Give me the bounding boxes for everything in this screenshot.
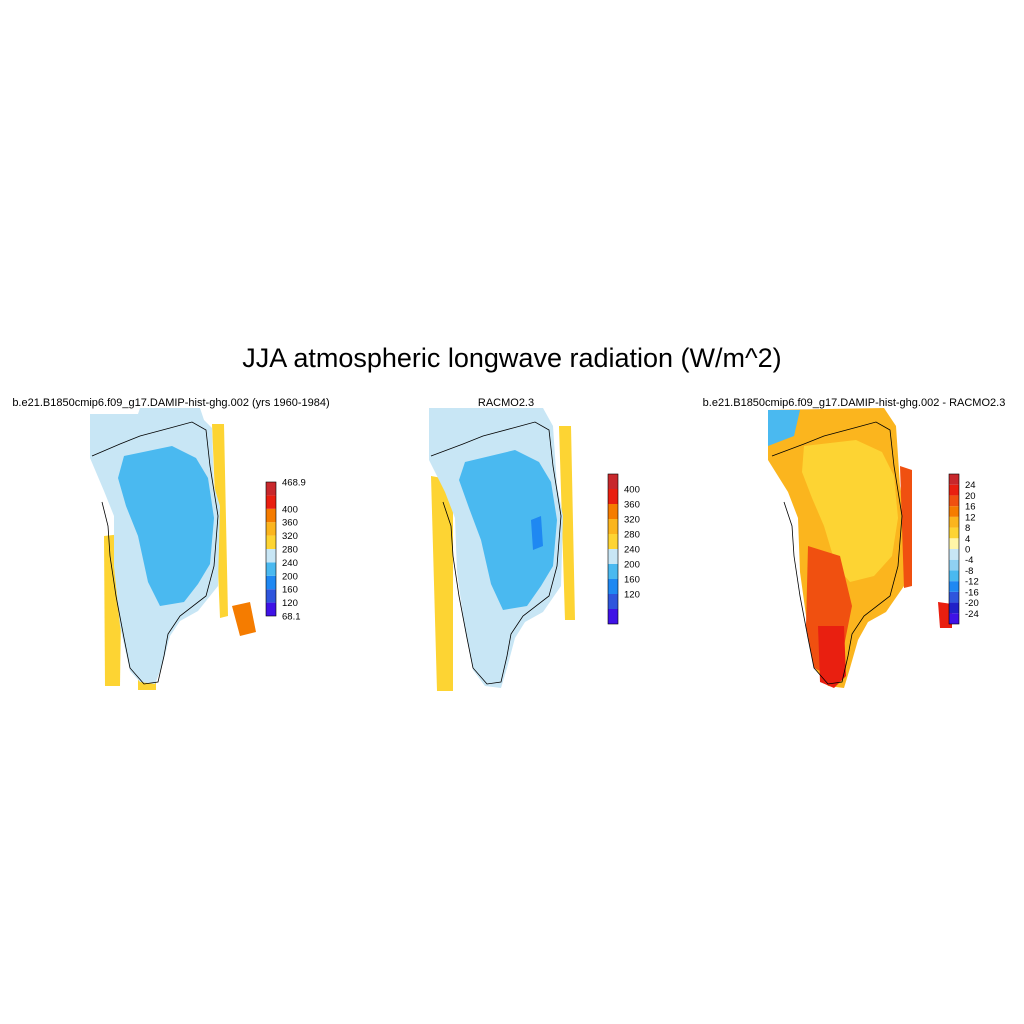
colorbar-tick-label: 12 — [965, 512, 976, 523]
ice-sheet-interior-cells — [118, 446, 214, 606]
colorbar-tick-label: 4 — [965, 534, 970, 545]
colorbar-swatch — [266, 535, 276, 549]
colorbar-tick-label: 240 — [282, 558, 298, 569]
colorbar-swatch — [266, 549, 276, 563]
colorbar-tick-label: 120 — [624, 590, 640, 601]
colorbar-swatch — [949, 602, 959, 614]
colorbar-tick-label: 360 — [624, 500, 640, 511]
panel-title-model: b.e21.B1850cmip6.f09_g17.DAMIP-hist-ghg.… — [12, 397, 330, 409]
colorbar-tick-label: 468.9 — [282, 478, 306, 489]
colorbar-tick-label: -12 — [965, 577, 979, 588]
colorbar-swatch — [608, 534, 618, 549]
colorbar-swatch — [949, 506, 959, 517]
colorbar-racmo: 400 360 320 280 240 200 160 120 — [607, 473, 640, 625]
colorbar-swatch — [608, 489, 618, 504]
summit-patch — [531, 516, 543, 550]
colorbar-swatch — [949, 549, 959, 560]
colorbar-swatch — [266, 602, 276, 616]
coastline — [430, 421, 562, 685]
colorbar-tick-label: 16 — [965, 502, 976, 513]
east-margin-region — [900, 466, 912, 588]
colorbar-tick-label: -16 — [965, 587, 979, 598]
iceland-patch — [232, 602, 256, 636]
panel-title-difference: b.e21.B1850cmip6.f09_g17.DAMIP-hist-ghg.… — [702, 397, 1006, 409]
colorbar-tick-label: 20 — [965, 491, 976, 502]
colorbar-swatch — [266, 522, 276, 536]
colorbar-swatch — [266, 589, 276, 603]
colorbar-tick-label: 360 — [282, 518, 298, 529]
colorbar-swatch — [608, 594, 618, 609]
colorbar-tick-label: 160 — [624, 575, 640, 586]
colorbar-swatch — [266, 482, 276, 496]
map-panel-model — [90, 408, 256, 690]
coastal-fringe-cells-racmo — [431, 426, 575, 691]
colorbar-tick-label: 280 — [282, 545, 298, 556]
colorbar-swatch — [949, 559, 959, 571]
colorbar-swatch — [608, 504, 618, 519]
fringe-cell-west — [431, 476, 453, 691]
colorbar-tick-label: -4 — [965, 555, 973, 566]
colorbar-swatch — [608, 519, 618, 534]
colorbar-swatch — [949, 613, 959, 624]
colorbar-tick-label: 0 — [965, 545, 970, 556]
colorbar-swatch — [949, 484, 959, 496]
map-panel-racmo — [429, 408, 575, 691]
colorbar-tick-label: 280 — [624, 530, 640, 541]
colorbar-swatch — [266, 495, 276, 509]
fringe-cell-east — [212, 424, 228, 618]
colorbar-tick-label: 320 — [282, 531, 298, 542]
colorbar-outline — [265, 481, 277, 617]
ice-interior-region — [118, 446, 214, 606]
colorbar-tick-label: 68.1 — [282, 612, 301, 623]
colorbar-swatch — [608, 579, 618, 594]
colorbar-outline — [948, 473, 960, 625]
colorbar-swatch — [608, 474, 618, 489]
colorbar-tick-label: 240 — [624, 545, 640, 556]
panel-title-racmo: RACMO2.3 — [477, 397, 535, 409]
colorbar-swatch — [949, 516, 959, 528]
colorbar-swatch — [949, 581, 959, 592]
colorbar-swatch — [266, 575, 276, 590]
colorbar-swatch — [949, 570, 959, 582]
map-panel-difference — [768, 408, 952, 688]
colorbar-swatch — [949, 538, 959, 549]
colorbar-swatch — [949, 527, 959, 539]
colorbar-tick-label: 200 — [624, 560, 640, 571]
colorbar-swatch — [608, 564, 618, 579]
colorbar-swatch — [949, 474, 959, 485]
colorbar-tick-label: 120 — [282, 598, 298, 609]
colorbar-swatch — [266, 508, 276, 523]
colorbar-tick-label: 160 — [282, 585, 298, 596]
iceland-patch — [938, 602, 952, 628]
coastline — [91, 421, 219, 685]
coastline — [771, 421, 903, 685]
colorbar-tick-label: -8 — [965, 566, 973, 577]
colorbar-tick-label: 400 — [624, 485, 640, 496]
figure-title: JJA atmospheric longwave radiation (W/m^… — [242, 343, 782, 373]
colorbar-swatch — [949, 591, 959, 603]
colorbar-tick-label: 400 — [282, 504, 298, 515]
fringe-cell-east — [559, 426, 575, 620]
colorbar-swatch — [608, 609, 618, 624]
colorbar-model: 468.9 400 360 320 280 240 200 160 120 68.1 — [265, 478, 306, 623]
north-interior-region — [802, 440, 898, 582]
south-tip-region — [818, 626, 846, 688]
colorbar-swatch — [949, 495, 959, 507]
ice-interior-region — [459, 450, 557, 610]
north-west-coast-region — [768, 410, 800, 446]
colorbar-swatch — [608, 549, 618, 564]
colorbar-outline — [607, 473, 619, 625]
colorbar-tick-label: 320 — [624, 515, 640, 526]
colorbar-tick-label: 24 — [965, 480, 976, 491]
colorbar-tick-label: -20 — [965, 598, 979, 609]
colorbar-tick-label: 200 — [282, 571, 298, 582]
colorbar-tick-label: -24 — [965, 609, 979, 620]
colorbar-tick-label: 8 — [965, 523, 970, 534]
colorbar-swatch — [266, 562, 276, 576]
